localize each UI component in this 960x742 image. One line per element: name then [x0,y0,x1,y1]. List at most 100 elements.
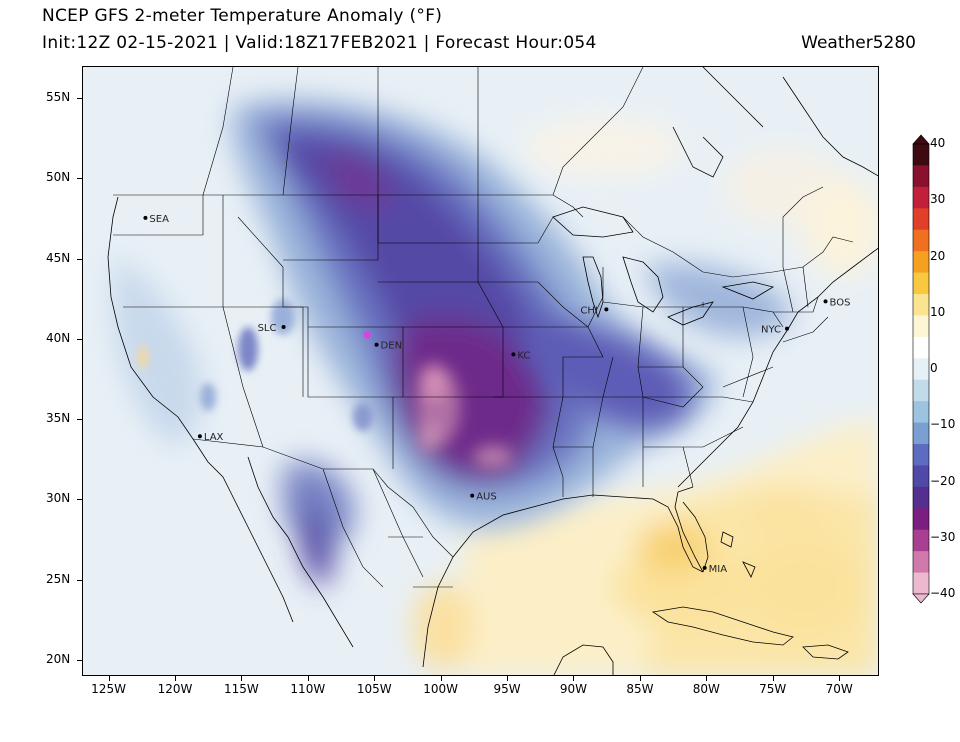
lon-tick-mark [573,676,575,681]
city-dot [604,307,609,312]
colorbar-segment [913,294,929,316]
map-panel: SEA SLC DEN LAX KC CHI AUS NYC BOS MIA [82,66,879,676]
city-dot [702,565,707,570]
colorbar-segment [913,315,929,338]
lon-tick-mark [108,676,110,681]
lat-tick-label: 25N [46,571,71,586]
city-label: KC [517,350,530,361]
lon-tick-label: 100W [423,682,459,696]
colorbar-segment [913,208,929,231]
lat-tick-label: 40N [46,330,71,345]
lon-tick-mark [241,676,243,681]
lon-tick-label: 85W [626,682,654,696]
city-label: CHI [580,305,597,316]
lon-tick-label: 70W [825,682,853,696]
colorbar-segment [913,358,929,381]
lat-tick-label: 35N [46,411,71,426]
city-label: LAX [204,432,224,443]
colorbar-segment [913,529,929,552]
colorbar-tick-label: −40 [930,586,956,600]
city-dot [823,299,828,304]
colorbar-tick-label: 0 [930,361,938,375]
city-label: SEA [149,214,169,225]
colorbar-segment [913,272,929,295]
lon-tick-mark [772,676,774,681]
lon-tick-mark [307,676,309,681]
lat-tick-mark [77,579,82,581]
lon-tick-mark [174,676,176,681]
colorbar-segment [913,444,929,466]
colorbar-segment [913,551,929,574]
city-mia: MIA [702,564,728,575]
lon-tick-mark [839,676,841,681]
colorbar-segment [913,144,929,166]
colorbar-segment [913,186,929,209]
colorbar-tick-label: 40 [930,136,946,150]
lon-tick-mark [440,676,442,681]
city-chi: CHI [580,305,609,316]
coastlines [107,67,878,675]
colorbar-segment [913,251,929,274]
city-label: AUS [476,492,497,503]
lon-tick-label: 75W [759,682,787,696]
colorbar-segment [913,379,929,402]
lat-tick-mark [77,98,82,100]
colorbar-min-arrow [912,593,930,604]
city-markers: SEA SLC DEN LAX KC CHI AUS NYC BOS MIA [143,214,850,575]
lat-tick-mark [77,659,82,661]
colorbar-segment [913,422,929,445]
city-aus: AUS [470,492,497,503]
lon-tick-label: 125W [91,682,126,696]
lat-tick-label: 20N [46,651,71,666]
lon-tick-label: 95W [493,682,521,696]
city-dot [785,326,790,331]
city-dot [374,342,379,347]
colorbar-tick-label: −30 [930,529,956,544]
city-dot [470,493,475,498]
colorbar-tick-label: 30 [930,192,946,207]
lat-tick-label: 30N [46,491,71,506]
city-dot [511,352,516,357]
lon-tick-mark [507,676,509,681]
colorbar [912,134,930,604]
lon-tick-label: 105W [356,682,392,696]
city-kc: KC [511,350,530,361]
city-dot [143,215,148,220]
colorbar-segment [913,165,929,188]
lat-tick-label: 50N [46,170,71,185]
lat-tick-mark [77,178,82,180]
city-bos: BOS [823,297,850,308]
city-lax: LAX [197,432,224,443]
lon-tick-label: 115W [224,682,259,696]
colorbar-tick-label: 10 [930,304,946,319]
city-sea: SEA [143,214,169,225]
lat-tick-label: 45N [46,250,71,265]
lon-tick-label: 90W [559,682,588,696]
lat-tick-label: 55N [46,90,71,105]
lon-tick-label: 120W [157,682,193,696]
colorbar-segment [913,401,929,424]
city-nyc: NYC [761,325,790,336]
map-subtitle: Init:12Z 02-15-2021 | Valid:18Z17FEB2021… [42,33,597,53]
lon-tick-mark [639,676,641,681]
colorbar-max-arrow [912,134,930,145]
lon-tick-mark [706,676,708,681]
credit-label: Weather5280 [801,33,916,53]
lat-tick-mark [77,499,82,501]
lon-tick-label: 110W [290,682,326,696]
lat-tick-mark [77,419,82,421]
colorbar-tick-label: −10 [930,417,956,432]
lon-tick-label: 80W [692,682,720,696]
warm-anomaly-field [413,117,878,675]
city-label: MIA [709,564,728,575]
city-dot [281,325,286,330]
lat-tick-mark [77,258,82,260]
colorbar-segment [913,508,929,531]
lat-tick-mark [77,338,82,340]
city-den: DEN [374,341,402,352]
map-title: NCEP GFS 2-meter Temperature Anomaly (°F… [42,6,443,26]
colorbar-tick-label: 20 [930,248,946,263]
city-slc: SLC [258,323,286,334]
colorbar-segment [913,229,929,252]
colorbar-segment [913,465,929,488]
